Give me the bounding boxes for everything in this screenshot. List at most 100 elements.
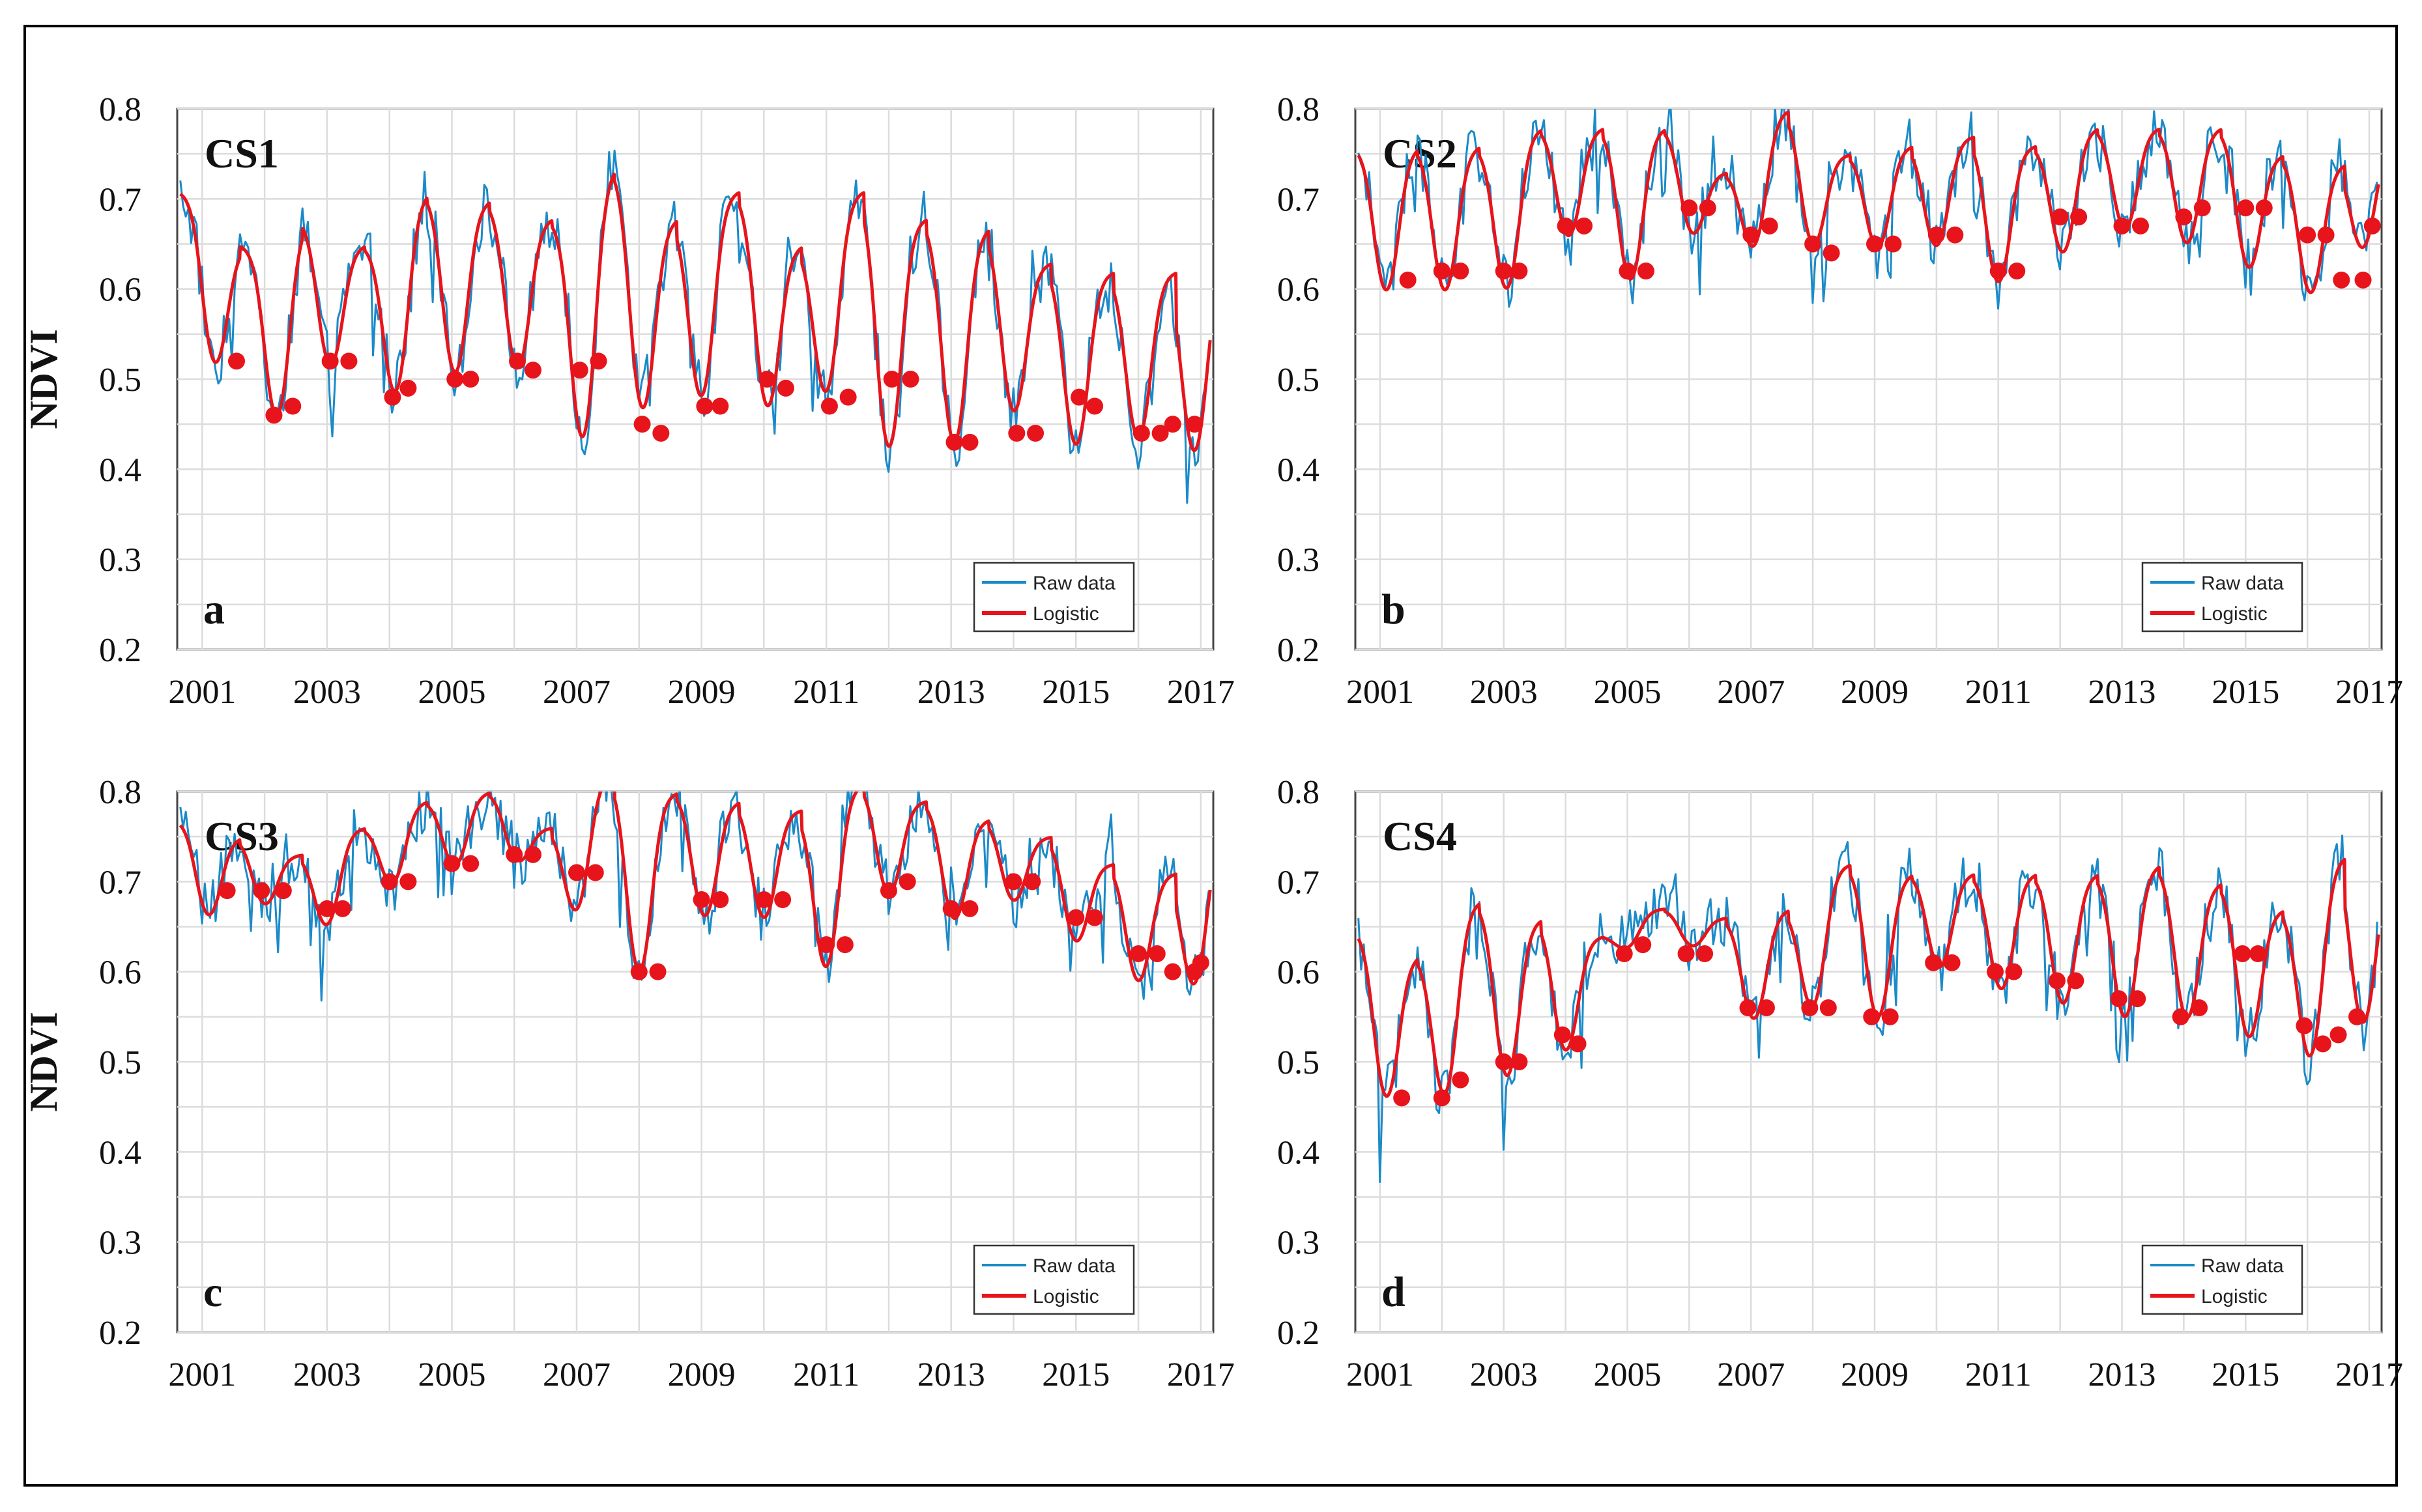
- phenology-point: [571, 362, 588, 379]
- phenology-point: [1739, 999, 1757, 1016]
- phenology-point: [1634, 936, 1652, 954]
- phenology-point: [2067, 972, 2084, 990]
- series-logistic: [1357, 110, 2380, 294]
- phenology-point: [1148, 945, 1166, 962]
- phenology-point: [1452, 1071, 1469, 1089]
- phenology-point: [1943, 954, 1961, 971]
- legend-label-logistic: Logistic: [2201, 603, 2268, 625]
- x-tick-label: 2017: [2335, 1356, 2403, 1393]
- phenology-point: [2317, 226, 2335, 244]
- x-tick-label: 2011: [1965, 1356, 2032, 1393]
- phenology-point: [1866, 235, 1883, 253]
- phenology-point: [590, 352, 607, 370]
- x-tick-label: 2009: [1841, 1356, 1909, 1393]
- phenology-point: [1130, 945, 1147, 962]
- phenology-point: [880, 882, 897, 900]
- phenology-point: [1553, 1026, 1571, 1044]
- phenology-point: [253, 882, 270, 900]
- phenology-point: [961, 433, 979, 451]
- phenology-point: [2008, 263, 2026, 279]
- phenology-point: [318, 900, 336, 917]
- x-tick-label: 2009: [668, 674, 736, 711]
- y-tick-label: 0.4: [99, 1134, 141, 1171]
- x-tick-label: 2001: [1346, 1356, 1414, 1393]
- x-tick-label: 2013: [2088, 1356, 2156, 1393]
- phenology-point: [2329, 1026, 2347, 1044]
- x-tick-label: 2011: [793, 674, 859, 711]
- y-tick-label: 0.5: [1277, 362, 1319, 399]
- phenology-point: [1452, 263, 1469, 279]
- legend-label-raw: Raw data: [2201, 573, 2284, 594]
- phenology-point: [649, 963, 667, 980]
- legend-label-raw: Raw data: [1033, 1255, 1116, 1277]
- panel-title: CS1: [205, 130, 279, 177]
- phenology-point: [1823, 244, 1840, 262]
- x-tick-label: 2005: [1593, 674, 1661, 711]
- y-tick-label: 0.7: [99, 181, 141, 218]
- phenology-point: [1699, 199, 1716, 217]
- chart-panel-cs3: 0.8 0.7 0.6 0.5 0.4 0.3 0.2 2001 2003 2005 2007 200…: [22, 774, 1235, 1393]
- phenology-point: [758, 371, 776, 388]
- chart-panel-cs2: 0.8 0.7 0.6 0.5 0.4 0.3 0.2 2001 2003 2005 2007 200…: [1277, 91, 2403, 711]
- phenology-point: [961, 900, 979, 917]
- x-tick-label: 2009: [668, 1356, 736, 1393]
- x-tick-label: 2009: [1841, 674, 1909, 711]
- x-tick-label: 2017: [1167, 1356, 1235, 1393]
- phenology-point: [321, 352, 339, 370]
- phenology-point: [340, 352, 358, 370]
- phenology-point: [1884, 235, 1902, 253]
- phenology-point: [712, 891, 729, 908]
- phenology-point: [1027, 425, 1045, 442]
- phenology-point: [462, 855, 480, 872]
- phenology-point: [2110, 990, 2127, 1008]
- legend: Raw data Logistic: [973, 1244, 1135, 1315]
- phenology-point: [1024, 873, 1041, 891]
- phenology-point: [284, 397, 302, 415]
- phenology-point: [1186, 416, 1204, 433]
- phenology-point: [2175, 208, 2193, 225]
- panel-title: CS2: [1383, 130, 1457, 177]
- phenology-point: [693, 891, 710, 908]
- figure-frame: [23, 25, 2398, 1487]
- y-tick-label: 0.2: [1277, 1315, 1319, 1352]
- phenology-point: [1164, 416, 1181, 433]
- y-tick-label: 0.8: [99, 91, 141, 128]
- phenology-point: [1742, 226, 1760, 244]
- x-tick-label: 2013: [2088, 674, 2156, 711]
- x-tick-label: 2007: [1717, 1356, 1785, 1393]
- panel-letter: c: [203, 1268, 222, 1316]
- phenology-point: [818, 936, 835, 954]
- phenology-point: [1510, 263, 1528, 279]
- x-tick-label: 2015: [1042, 674, 1110, 711]
- y-tick-label: 0.6: [99, 954, 141, 991]
- phenology-point: [1804, 235, 1822, 253]
- phenology-point: [1989, 263, 2007, 279]
- y-tick-label: 0.2: [1277, 632, 1319, 669]
- phenology-point: [1761, 217, 1778, 235]
- x-tick-label: 2005: [418, 674, 485, 711]
- phenology-point: [1863, 1008, 1881, 1025]
- phenology-point: [399, 873, 417, 891]
- phenology-point: [2348, 1008, 2366, 1025]
- phenology-point: [945, 433, 963, 451]
- y-tick-label: 0.3: [1277, 1225, 1319, 1262]
- phenology-point: [509, 352, 526, 370]
- x-tick-label: 2005: [418, 1356, 485, 1393]
- legend-box: [2141, 562, 2303, 633]
- phenology-point: [2299, 226, 2316, 244]
- x-tick-label: 2001: [168, 1356, 236, 1393]
- phenology-point: [836, 936, 854, 954]
- x-tick-label: 2003: [1470, 1356, 1538, 1393]
- legend-box: [973, 562, 1135, 633]
- phenology-point: [2005, 963, 2023, 980]
- phenology-point: [1801, 999, 1819, 1016]
- phenology-point: [2237, 199, 2255, 217]
- y-axis-label: NDVI: [22, 1012, 65, 1111]
- phenology-point: [334, 900, 351, 917]
- series-raw-data: [1357, 109, 2378, 310]
- phenology-point: [1071, 388, 1088, 406]
- y-tick-label: 0.7: [1277, 181, 1319, 218]
- legend-label-logistic: Logistic: [1033, 1286, 1099, 1307]
- phenology-point: [1757, 999, 1775, 1016]
